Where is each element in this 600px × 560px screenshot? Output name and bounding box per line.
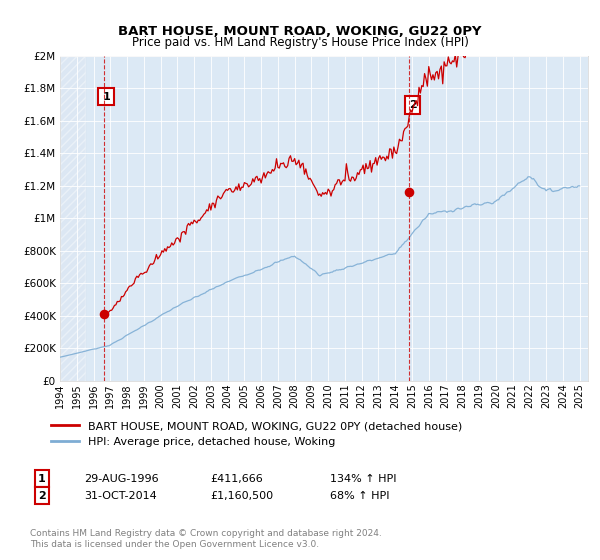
- Text: Contains HM Land Registry data © Crown copyright and database right 2024.
This d: Contains HM Land Registry data © Crown c…: [30, 529, 382, 549]
- Point: [100, 310, 109, 319]
- Text: 29-AUG-1996: 29-AUG-1996: [84, 474, 158, 484]
- Text: 1: 1: [38, 474, 46, 484]
- Point: [404, 188, 414, 197]
- Bar: [60, 56, 85, 381]
- Text: BART HOUSE, MOUNT ROAD, WOKING, GU22 0PY: BART HOUSE, MOUNT ROAD, WOKING, GU22 0PY: [118, 25, 482, 38]
- Text: £1,160,500: £1,160,500: [210, 491, 273, 501]
- Text: 31-OCT-2014: 31-OCT-2014: [84, 491, 157, 501]
- Text: 2: 2: [409, 100, 416, 110]
- Text: 1: 1: [102, 92, 110, 101]
- Text: 2: 2: [38, 491, 46, 501]
- Text: 68% ↑ HPI: 68% ↑ HPI: [330, 491, 389, 501]
- Legend: BART HOUSE, MOUNT ROAD, WOKING, GU22 0PY (detached house), HPI: Average price, d: BART HOUSE, MOUNT ROAD, WOKING, GU22 0PY…: [47, 417, 467, 451]
- Text: Price paid vs. HM Land Registry's House Price Index (HPI): Price paid vs. HM Land Registry's House …: [131, 36, 469, 49]
- Text: £411,666: £411,666: [210, 474, 263, 484]
- Bar: [60, 56, 85, 381]
- Text: 134% ↑ HPI: 134% ↑ HPI: [330, 474, 397, 484]
